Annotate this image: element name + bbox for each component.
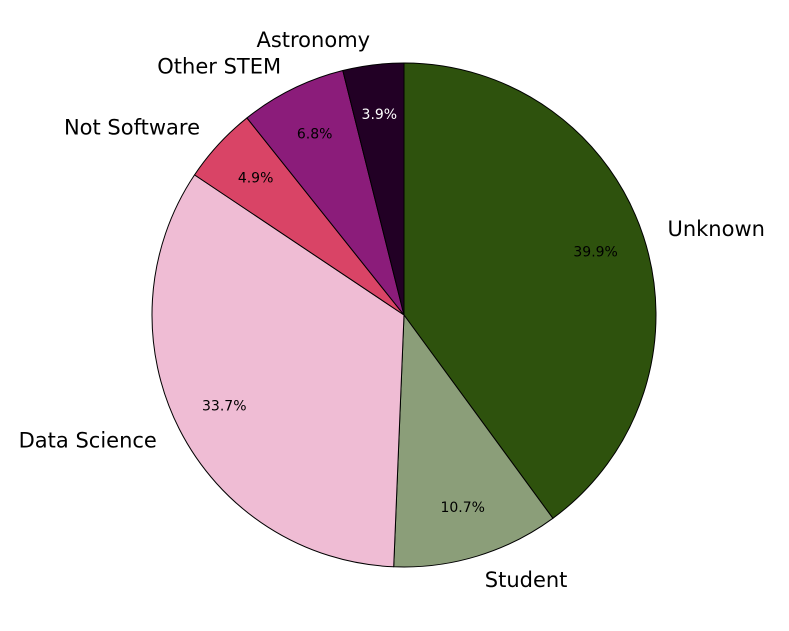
pie-slice-astronomy bbox=[342, 62, 405, 316]
slice-label-student: Student bbox=[485, 568, 568, 592]
slice-label-unknown: Unknown bbox=[667, 217, 764, 241]
slice-percent-student: 10.7% bbox=[440, 500, 484, 516]
pie-slice-data-science bbox=[151, 174, 405, 568]
slice-percent-unknown: 39.9% bbox=[573, 244, 617, 260]
pie-slice-unknown bbox=[403, 62, 657, 519]
slice-label-other-stem: Other STEM bbox=[157, 55, 281, 79]
pie-slice-other-stem bbox=[246, 70, 405, 316]
slice-percent-not-software: 4.9% bbox=[238, 171, 274, 187]
slice-percent-data-science: 33.7% bbox=[202, 398, 246, 414]
slice-percent-astronomy: 3.9% bbox=[362, 107, 398, 123]
slice-percent-other-stem: 6.8% bbox=[297, 126, 333, 142]
slice-label-not-software: Not Software bbox=[64, 115, 200, 139]
slices-layer bbox=[151, 62, 657, 568]
slice-label-astronomy: Astronomy bbox=[256, 28, 370, 52]
slice-label-data-science: Data Science bbox=[19, 429, 157, 453]
labels-layer: Unknown 39.9% Student 10.7% Data Science 33.7… bbox=[19, 28, 765, 592]
pie-slice-student bbox=[393, 314, 554, 568]
